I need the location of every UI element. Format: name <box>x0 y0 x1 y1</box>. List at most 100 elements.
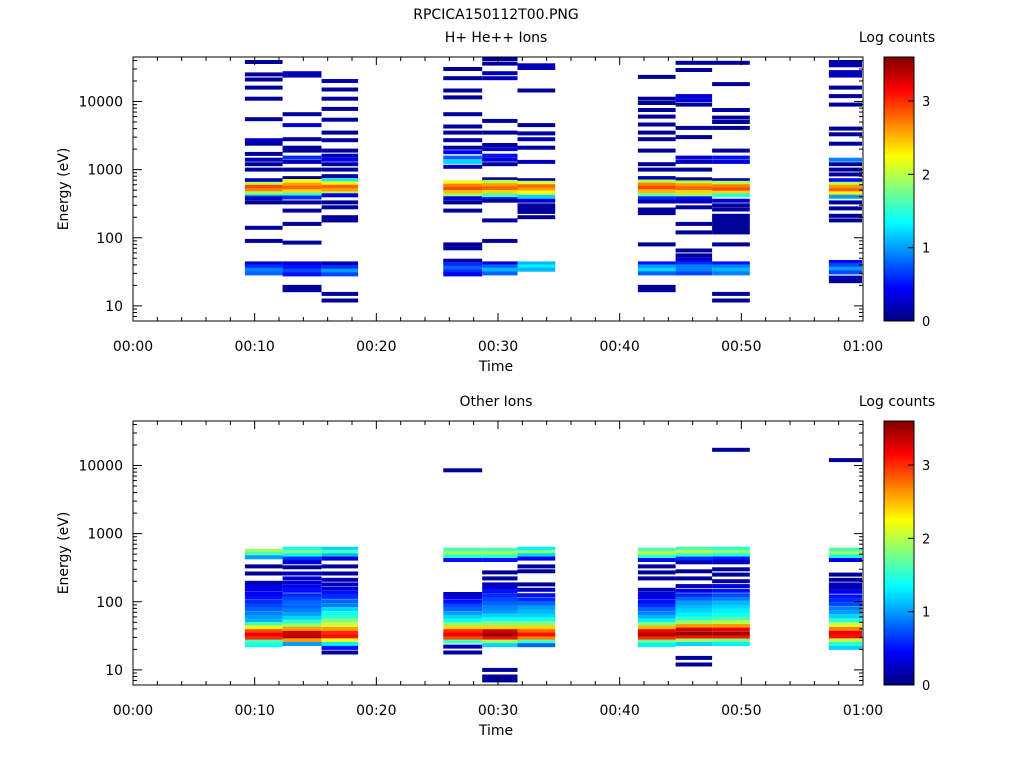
heatmap-cell <box>482 667 518 672</box>
heatmap-cell <box>482 621 518 626</box>
heatmap-cell <box>828 132 862 137</box>
heatmap-cell <box>675 167 713 172</box>
heatmap-cell <box>282 580 322 585</box>
heatmap-cell <box>482 153 518 158</box>
heatmap-cell <box>828 585 862 590</box>
heatmap-cell <box>482 570 518 575</box>
heatmap-cell <box>675 196 713 201</box>
heatmap-cell <box>244 191 283 196</box>
heatmap-cell <box>282 600 322 605</box>
heatmap-cell <box>244 622 283 627</box>
heatmap-cell <box>828 218 862 223</box>
heatmap-cell <box>443 632 483 637</box>
heatmap-cell <box>828 94 862 99</box>
heatmap-cell <box>244 629 283 634</box>
heatmap-cell <box>482 674 518 679</box>
heatmap-cell <box>244 552 283 557</box>
heatmap-cell <box>482 678 518 683</box>
heatmap-cell <box>828 577 862 582</box>
heatmap-cell <box>517 593 556 598</box>
heatmap-cell <box>712 125 750 130</box>
heatmap-cell <box>244 225 283 230</box>
heatmap-cell <box>637 554 676 559</box>
heatmap-cell <box>321 87 359 92</box>
heatmap-cell <box>637 622 676 627</box>
heatmap-cell <box>321 215 359 220</box>
heatmap-cell <box>282 546 322 551</box>
heatmap-cell <box>244 639 283 644</box>
heatmap-cell <box>443 183 483 188</box>
heatmap-cell <box>443 618 483 623</box>
heatmap-cell <box>321 272 359 277</box>
heatmap-cell <box>828 172 862 177</box>
heatmap-cell <box>637 271 676 276</box>
heatmap-cell <box>517 145 556 150</box>
heatmap-cell <box>482 582 518 587</box>
heatmap-cell <box>443 145 483 150</box>
y-tick-label: 100 <box>96 595 123 611</box>
heatmap-cell <box>321 556 359 561</box>
heatmap-cell <box>321 200 359 205</box>
heatmap-cell <box>828 634 862 639</box>
heatmap-cell <box>712 620 750 625</box>
chart-title: Other Ions <box>459 394 532 410</box>
heatmap-cell <box>675 177 713 182</box>
heatmap-cell <box>712 631 750 636</box>
heatmap-cell <box>244 607 283 612</box>
heatmap-cell <box>675 624 713 628</box>
heatmap-cell <box>443 599 483 604</box>
heatmap-cell <box>482 162 518 167</box>
heatmap-cell <box>244 167 283 172</box>
heatmap-cell <box>675 620 713 625</box>
heatmap-cell <box>244 571 283 576</box>
heatmap-cell <box>712 638 750 643</box>
heatmap-cell <box>517 198 556 203</box>
heatmap-cell <box>675 546 713 551</box>
heatmap-cell <box>712 207 750 212</box>
heatmap-cell <box>712 148 750 153</box>
heatmap-cell <box>637 137 676 142</box>
heatmap-cell <box>517 194 556 199</box>
heatmap-panel: Other Ions 00:00 00:10 00:20 00:30 00:40 00:50… <box>56 394 935 739</box>
heatmap-cell <box>321 138 359 143</box>
heatmap-cell <box>244 188 283 193</box>
heatmap-cell <box>828 572 862 577</box>
heatmap-cell <box>828 582 862 587</box>
heatmap-cell <box>675 94 713 99</box>
heatmap-cell <box>282 630 322 635</box>
heatmap-cell <box>712 298 750 303</box>
heatmap-cell <box>517 209 556 214</box>
heatmap-cell <box>443 614 483 619</box>
heatmap-cell <box>282 626 322 631</box>
heatmap-cell <box>828 638 862 643</box>
heatmap-cell <box>482 130 518 135</box>
heatmap-cell <box>282 155 322 160</box>
heatmap-cell <box>282 553 322 558</box>
heatmap-cell <box>637 625 676 630</box>
heatmap-cell <box>712 220 750 225</box>
heatmap-cell <box>637 607 676 612</box>
heatmap-cell <box>828 614 862 619</box>
heatmap-cell <box>517 601 556 606</box>
y-tick-label: 10 <box>105 663 123 679</box>
heatmap-cell <box>828 126 862 131</box>
y-tick-label: 1000 <box>87 163 123 179</box>
heatmap-cell <box>828 610 862 615</box>
y-axis-label: Energy (eV) <box>56 512 72 595</box>
heatmap-cell <box>675 271 713 276</box>
heatmap-cell <box>321 586 359 591</box>
heatmap-cell <box>244 264 283 269</box>
heatmap-cell <box>637 614 676 619</box>
page-title: RPCICA150112T00.PNG <box>413 7 578 23</box>
heatmap-cell <box>443 547 483 552</box>
heatmap-cell <box>675 199 713 204</box>
heatmap-cell <box>282 123 322 128</box>
heatmap-cell <box>443 551 483 555</box>
heatmap-cell <box>637 148 676 153</box>
heatmap-cell <box>517 553 556 558</box>
heatmap-cell <box>637 551 676 555</box>
heatmap-cell <box>637 261 676 266</box>
heatmap-cell <box>517 187 556 192</box>
heatmap-cell <box>282 71 322 76</box>
